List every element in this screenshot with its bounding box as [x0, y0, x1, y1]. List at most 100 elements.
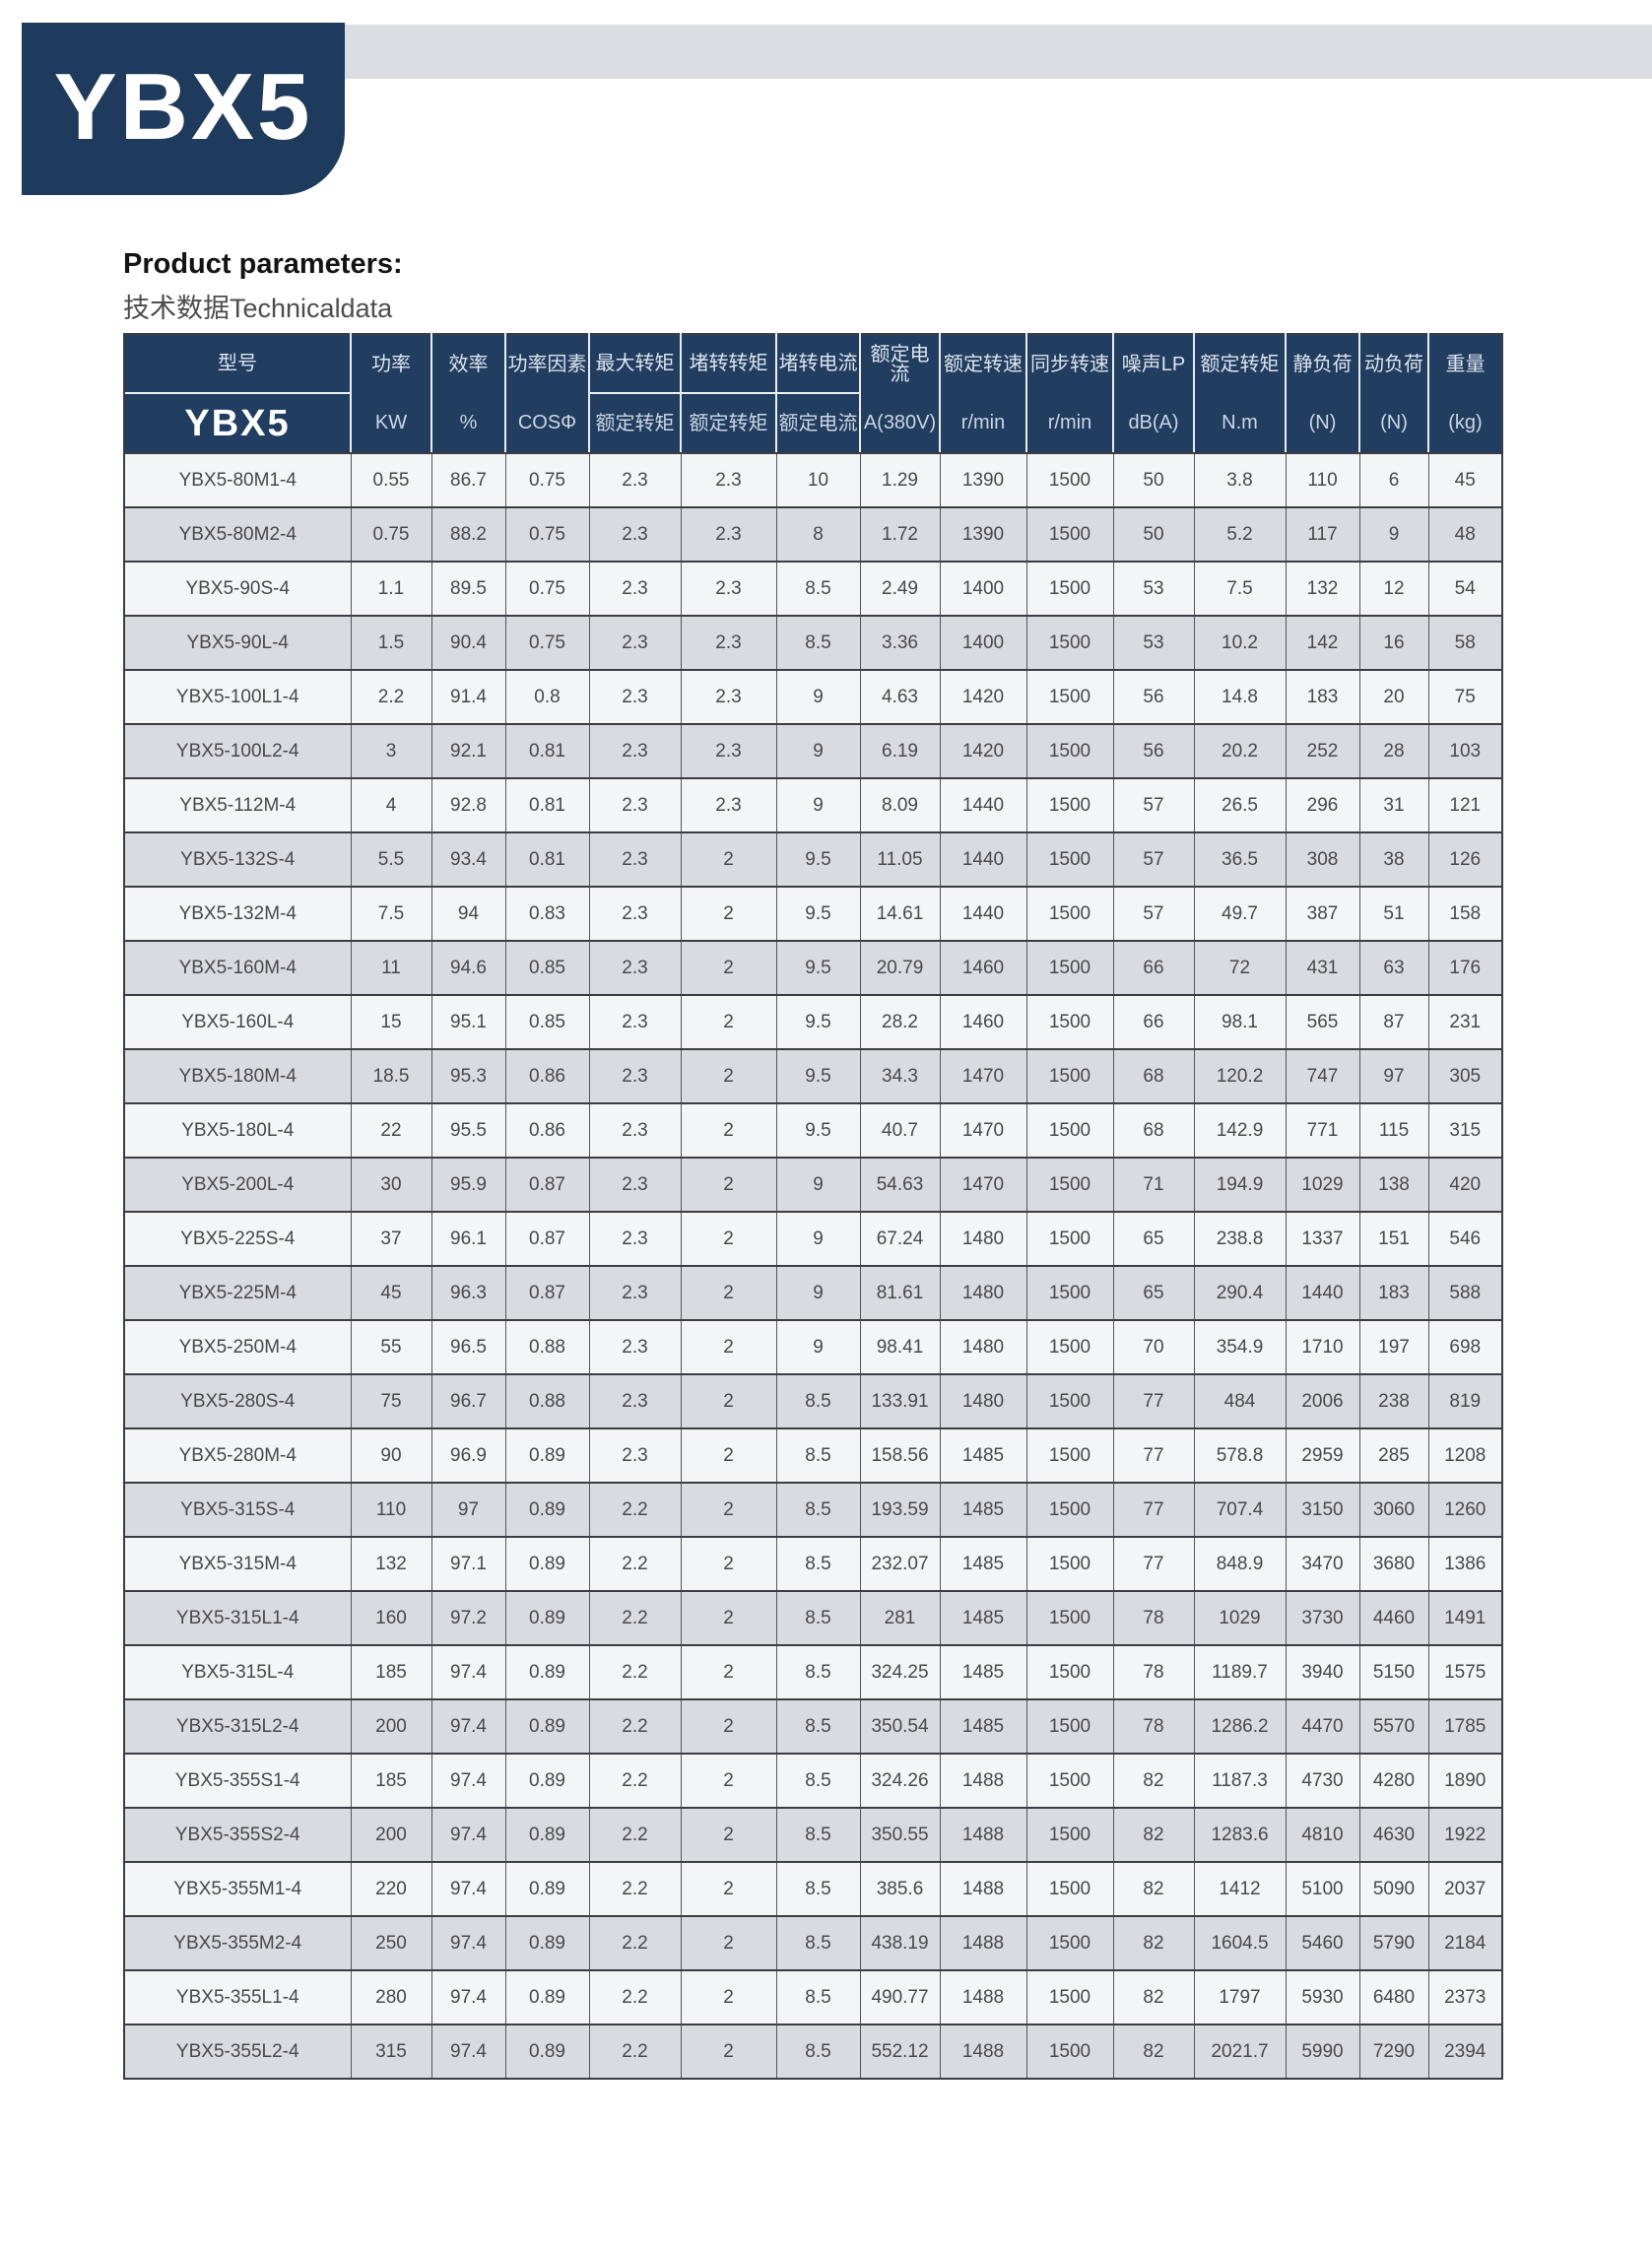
value-cell: 8.5 — [775, 1915, 860, 1970]
value-cell: 3.8 — [1193, 452, 1286, 507]
value-cell: 54 — [1427, 561, 1502, 616]
value-cell: 578.8 — [1193, 1427, 1286, 1483]
value-cell: 308 — [1285, 831, 1359, 887]
header-unit-label: A(380V) — [863, 411, 937, 433]
value-cell: 75 — [350, 1373, 431, 1428]
value-cell: 1440 — [939, 831, 1026, 887]
value-cell: 70 — [1112, 1319, 1194, 1374]
value-cell: 30 — [350, 1157, 431, 1212]
value-cell: 97.4 — [430, 1915, 505, 1970]
value-cell: 1500 — [1025, 1102, 1113, 1158]
value-cell: 8.5 — [775, 1590, 860, 1645]
value-cell: 0.55 — [350, 452, 431, 507]
value-cell: 1500 — [1025, 1698, 1113, 1754]
header-unit-label: r/min — [960, 411, 1006, 433]
value-cell: 1500 — [1025, 1265, 1113, 1320]
table-row: YBX5-80M2-4 0.75 88.2 0.75 2.3 2.3 8 1.72 1390 15… — [123, 506, 1502, 562]
value-cell: 290.4 — [1193, 1265, 1286, 1320]
model-cell: YBX5-180M-4 — [123, 1048, 351, 1103]
value-cell: 1500 — [1025, 831, 1113, 887]
value-cell: 231 — [1427, 994, 1502, 1049]
value-cell: 1283.6 — [1193, 1807, 1286, 1862]
value-cell: 5100 — [1285, 1861, 1359, 1916]
value-cell: 9 — [775, 723, 860, 778]
value-cell: 71 — [1112, 1157, 1194, 1212]
value-cell: 1480 — [939, 1211, 1026, 1266]
value-cell: 3060 — [1358, 1482, 1428, 1537]
value-cell: 324.25 — [859, 1644, 940, 1699]
value-cell: 7.5 — [1193, 561, 1286, 616]
value-cell: 3150 — [1285, 1482, 1359, 1537]
value-cell: 2.3 — [588, 1048, 681, 1103]
value-cell: 0.89 — [504, 1536, 589, 1591]
value-cell: 120.2 — [1193, 1048, 1286, 1103]
value-cell: 0.75 — [504, 452, 589, 507]
value-cell: 1480 — [939, 1319, 1026, 1374]
value-cell: 8.5 — [775, 1861, 860, 1916]
model-cell: YBX5-225S-4 — [123, 1211, 351, 1266]
value-cell: 5090 — [1358, 1861, 1428, 1916]
value-cell: 193.59 — [859, 1482, 940, 1537]
value-cell: 7.5 — [350, 886, 431, 941]
value-cell: 4 — [350, 777, 431, 832]
value-cell: 8.5 — [775, 1482, 860, 1537]
value-cell: 2.3 — [588, 1427, 681, 1483]
value-cell: 2959 — [1285, 1427, 1359, 1483]
value-cell: 2.3 — [588, 1157, 681, 1212]
value-cell: 1485 — [939, 1590, 1026, 1645]
model-cell: YBX5-200L-4 — [123, 1157, 351, 1212]
header-unit-label: 额定转矩 — [689, 412, 768, 434]
value-cell: 58 — [1427, 615, 1502, 670]
value-cell: 11.05 — [859, 831, 940, 887]
value-cell: 1.5 — [350, 615, 431, 670]
value-cell: 6 — [1358, 452, 1428, 507]
table-row: YBX5-160M-4 11 94.6 0.85 2.3 2 9.5 20.79 1460 150… — [123, 940, 1502, 995]
value-cell: 92.8 — [430, 777, 505, 832]
header-top-label: 静负荷 — [1292, 354, 1353, 375]
value-cell: 40.7 — [859, 1102, 940, 1158]
table-row: YBX5-280M-4 90 96.9 0.89 2.3 2 8.5 158.56 1485 15… — [123, 1427, 1502, 1483]
value-cell: 1500 — [1025, 1427, 1113, 1483]
value-cell: 18.5 — [350, 1048, 431, 1103]
value-cell: 484 — [1193, 1373, 1286, 1428]
brand-logo-block: YBX5 — [22, 23, 345, 195]
header-unit-label: KW — [374, 411, 408, 433]
value-cell: 1480 — [939, 1265, 1026, 1320]
value-cell: 315 — [350, 2024, 431, 2079]
value-cell: 0.89 — [504, 2024, 589, 2079]
value-cell: 3 — [350, 723, 431, 778]
value-cell: 565 — [1285, 994, 1359, 1049]
value-cell: 45 — [1427, 452, 1502, 507]
header-cell: 堵转电流 额定电流 — [776, 334, 861, 454]
header-top-label: 效率 — [448, 354, 489, 375]
value-cell: 707.4 — [1193, 1482, 1286, 1537]
value-cell: 2.3 — [588, 940, 681, 995]
table-row: YBX5-355L1-4 280 97.4 0.89 2.2 2 8.5 490.77 1488… — [123, 1969, 1502, 2025]
value-cell: 220 — [350, 1861, 431, 1916]
page-subtitle: 技术数据Technicaldata — [123, 294, 393, 323]
header-cell: 重量 (kg) — [1428, 334, 1503, 454]
value-cell: 1785 — [1427, 1698, 1502, 1754]
value-cell: 45 — [350, 1265, 431, 1320]
model-cell: YBX5-132M-4 — [123, 886, 351, 941]
value-cell: 1480 — [939, 1373, 1026, 1428]
header-row: 型号 YBX5 功率 KW 效率% 功率因素 COSΦ 最大转矩 额定转矩 堵转转矩 额定转矩堵… — [124, 334, 1503, 454]
header-top-label: 堵转电流 — [777, 335, 859, 394]
value-cell: 1488 — [939, 1915, 1026, 1970]
value-cell: 1488 — [939, 1753, 1026, 1808]
value-cell: 0.87 — [504, 1211, 589, 1266]
value-cell: 95.5 — [430, 1102, 505, 1158]
value-cell: 20 — [1358, 669, 1428, 724]
value-cell: 1029 — [1193, 1590, 1286, 1645]
value-cell: 232.07 — [859, 1536, 940, 1591]
value-cell: 26.5 — [1193, 777, 1286, 832]
value-cell: 158 — [1427, 886, 1502, 941]
value-cell: 200 — [350, 1807, 431, 1862]
value-cell: 2 — [680, 1048, 776, 1103]
value-cell: 2 — [680, 1157, 776, 1212]
value-cell: 183 — [1285, 669, 1359, 724]
value-cell: 22 — [350, 1102, 431, 1158]
model-cell: YBX5-225M-4 — [123, 1265, 351, 1320]
header-top-label: 重量 — [1445, 354, 1486, 375]
header-unit-label: (N) — [1308, 411, 1337, 433]
